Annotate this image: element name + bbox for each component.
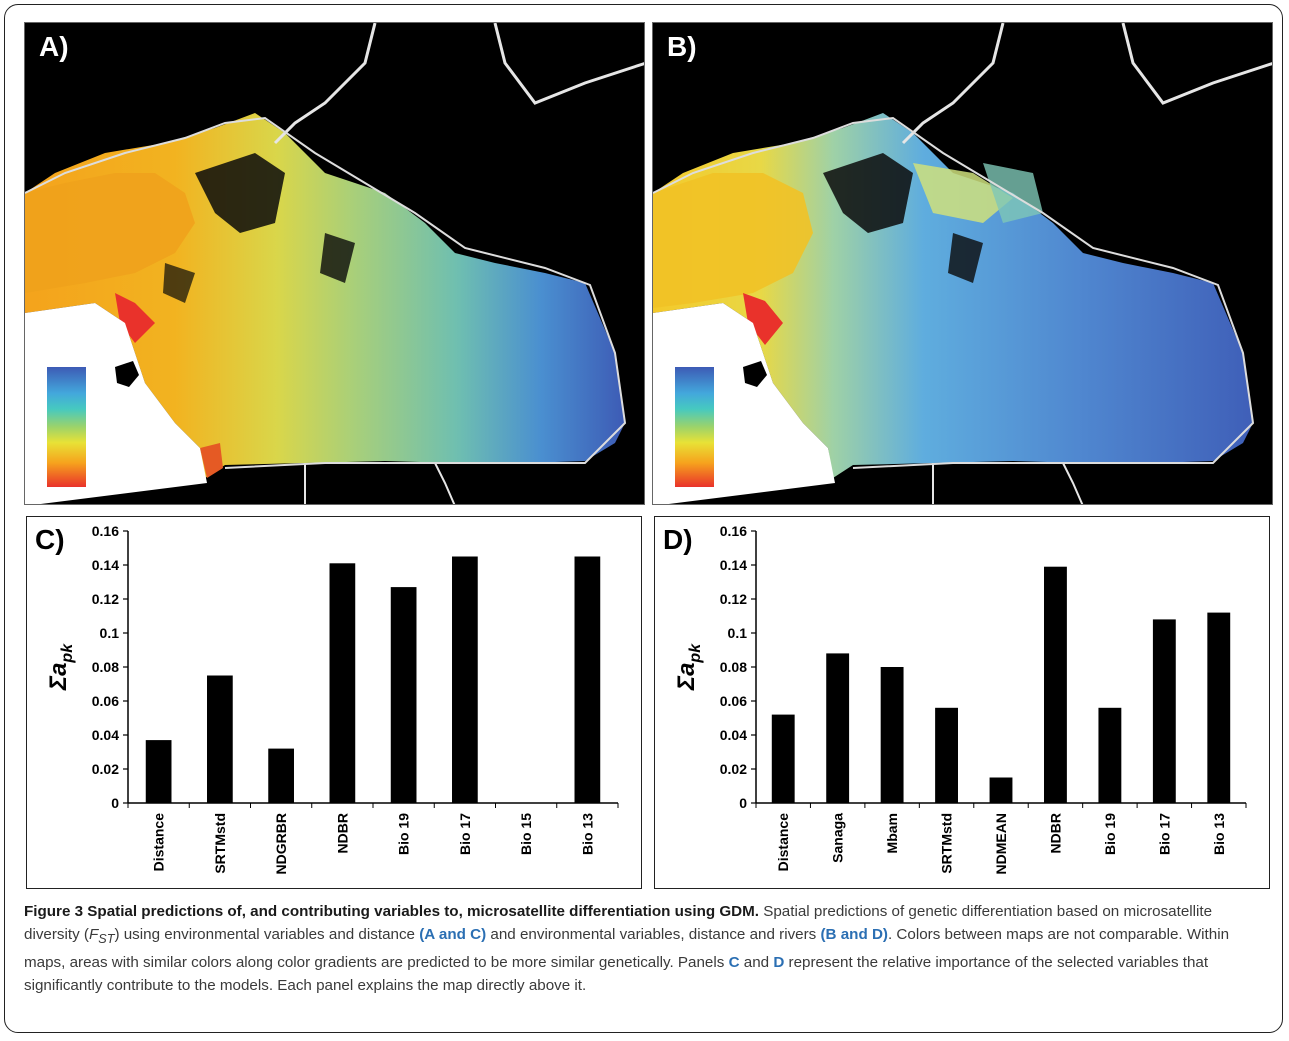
figure-frame [4,4,1283,1033]
bar [145,740,172,803]
y-tick-label: 0.14 [92,557,119,573]
x-tick-label: Bio 19 [1102,813,1118,855]
y-tick-label: 0.04 [92,727,119,743]
caption-ref-ac: (A and C) [419,926,487,943]
panel-label-b: B) [667,31,697,62]
color-gradient-legend-a [47,367,86,487]
bar [880,667,904,803]
y-tick-label: 0.08 [720,659,747,675]
caption-text-5: and [739,954,774,972]
x-tick-label: Bio 15 [518,813,534,855]
x-tick-label: Bio 17 [457,813,473,855]
bar-chart-d-svg: D) Σapk 0 0.02 0.04 0.06 0.08 0.1 0.12 0.14 0.16 Di… [663,523,1247,874]
x-tick-label: Distance [775,813,791,872]
y-tick-label: 0.1 [100,625,120,641]
map-a-image [25,23,644,504]
bar-chart-d: D) Σapk 0 0.02 0.04 0.06 0.08 0.1 0.12 0.14 0.16 Di… [654,516,1270,889]
map-panel-a: A) [24,22,645,505]
x-tick-label: Bio 13 [1211,813,1227,855]
y-tick-label: 0.16 [720,523,747,539]
y-tick-label: 0.02 [92,761,119,777]
caption-title: Figure 3 Spatial predictions of, and con… [24,903,759,920]
x-tick-label: Sanaga [830,813,846,863]
caption-text-4: . Colors between maps are not comparable… [24,926,1230,972]
y-tick-label: 0.14 [720,557,747,573]
bar [989,777,1013,803]
bar [1207,612,1231,803]
y-axis-label: Σapk [45,643,76,691]
bar [574,556,601,803]
y-tick-label: 0.12 [92,591,119,607]
caption-text-6: represent the relative importance of the… [24,954,1209,995]
caption-text-3: and environmental variables, distance an… [486,926,821,943]
bar [1098,707,1122,803]
caption-ref-d: D [773,954,785,972]
y-tick-label: 0.06 [92,693,119,709]
bar [935,707,958,803]
x-tick-label: Mbam [884,813,900,853]
panel-label: C) [35,524,65,555]
x-tick-label: NDBR [1047,813,1063,853]
x-tick-label: Bio 17 [1156,813,1172,855]
caption-ref-c: C [728,954,740,972]
bar [771,714,795,803]
bar [1152,619,1176,803]
caption-fst: FST [88,926,115,947]
caption-ref-bd: (B and D) [820,926,888,943]
bar [390,587,417,803]
y-tick-label: 0.04 [720,727,747,743]
figure-caption: Figure 3 Spatial predictions of, and con… [24,900,1269,997]
bar [452,556,478,803]
panel-label-a: A) [39,31,69,62]
x-tick-label: Bio 13 [579,813,595,855]
x-tick-label: NDGRBR [273,813,289,874]
color-gradient-legend-b [675,367,714,487]
map-panel-b: B) [652,22,1273,505]
bar [826,653,850,803]
bar [207,675,233,803]
x-tick-label: Bio 19 [396,813,412,855]
panel-label: D) [663,524,693,555]
bar-chart-c: C) Σapk 0 0.02 0.04 0.06 0.08 0.1 0.12 0.14 0.16 Di… [26,516,642,889]
caption-text-2: ) using environmental variables and dist… [114,926,420,943]
map-b-image [653,23,1272,504]
y-tick-label: 0.12 [720,591,747,607]
x-tick-label: SRTMstd [939,813,955,874]
y-tick-label: 0.1 [728,625,748,641]
y-tick-label: 0.02 [720,761,747,777]
x-tick-label: SRTMstd [212,813,228,874]
bar [329,563,356,803]
y-tick-label: 0.08 [92,659,119,675]
x-tick-label: Distance [151,813,167,872]
bar [268,748,294,803]
caption-text-1: Spatial predictions of genetic different… [24,903,1213,943]
y-axis-label: Σapk [673,643,704,691]
y-tick-label: 0.06 [720,693,747,709]
x-tick-label: NDMEAN [993,813,1009,874]
y-tick-label: 0 [739,795,747,811]
bar-chart-c-svg: C) Σapk 0 0.02 0.04 0.06 0.08 0.1 0.12 0.14 0.16 Di… [35,523,619,874]
y-tick-label: 0 [111,795,119,811]
y-tick-label: 0.16 [92,523,119,539]
bar [1044,566,1067,803]
x-tick-label: NDBR [334,813,350,853]
